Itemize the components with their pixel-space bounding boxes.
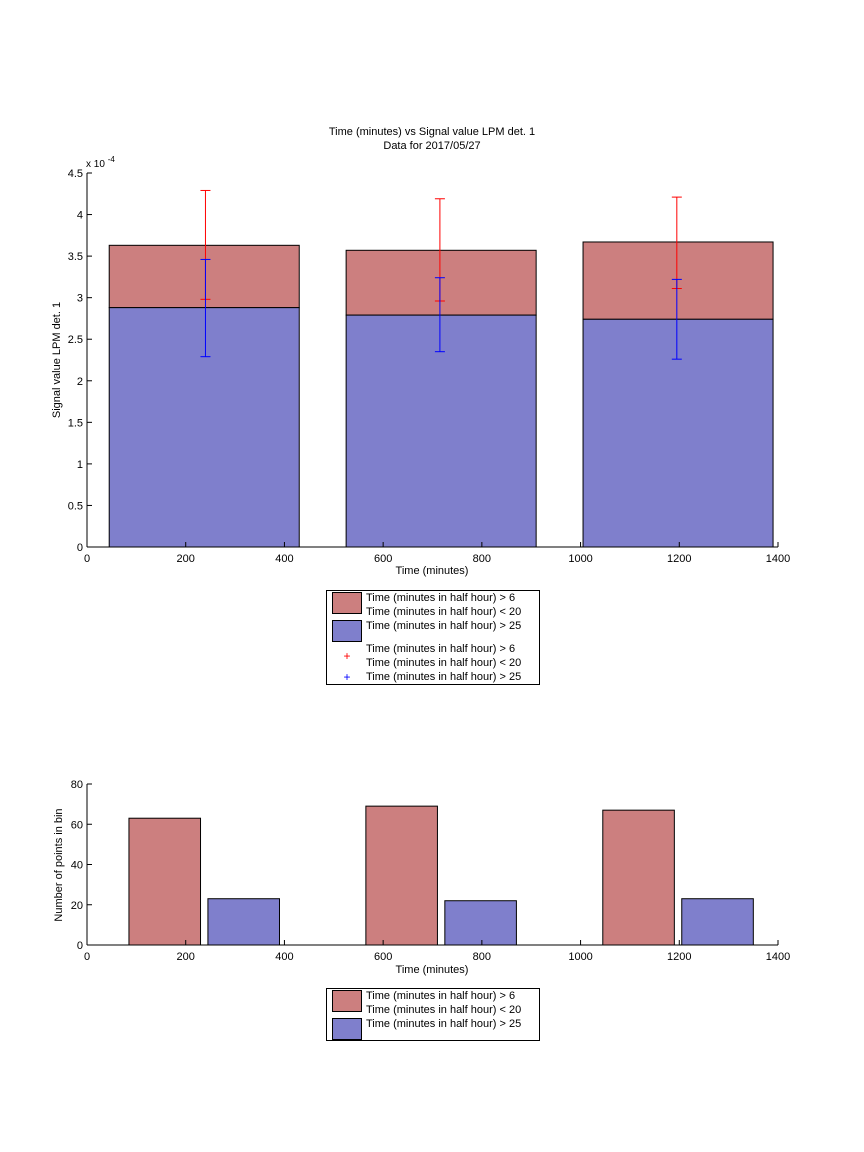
top-chart-title: Time (minutes) vs Signal value LPM det. … bbox=[329, 126, 535, 138]
top-legend-entry: + Time (minutes in half hour) > 6 Time (mi… bbox=[327, 642, 539, 670]
top-legend-swatch bbox=[332, 620, 362, 642]
bottom-legend-label-line: Time (minutes in half hour) < 20 bbox=[366, 1004, 522, 1016]
top-legend-label-line: Time (minutes in half hour) > 25 bbox=[366, 620, 522, 632]
top-y-tick-label: 3 bbox=[77, 293, 83, 305]
top-y-tick-label: 2.5 bbox=[68, 334, 83, 346]
top-legend-entry: Time (minutes in half hour) > 25 bbox=[327, 619, 539, 642]
top-x-tick-label: 800 bbox=[473, 553, 491, 565]
top-legend-label-line: Time (minutes in half hour) > 6 bbox=[366, 643, 516, 655]
top-y-tick-label: 1.5 bbox=[68, 417, 83, 429]
top-y-tick-label: 0.5 bbox=[68, 500, 83, 512]
bottom-x-tick-label: 800 bbox=[473, 951, 491, 963]
bottom-legend-swatch bbox=[332, 990, 362, 1012]
bottom-bar-blue bbox=[444, 900, 517, 946]
bottom-x-tick-label: 1400 bbox=[766, 951, 790, 963]
top-legend-label: Time (minutes in half hour) > 25 bbox=[366, 670, 525, 684]
bottom-legend-entry: Time (minutes in half hour) > 6 Time (min… bbox=[327, 989, 539, 1017]
bottom-x-tick-label: 1200 bbox=[667, 951, 691, 963]
top-bar-blue-segment bbox=[345, 314, 537, 548]
top-legend-swatch bbox=[332, 592, 362, 614]
bottom-legend-label: Time (minutes in half hour) > 6 Time (min… bbox=[366, 989, 525, 1017]
top-y-tick-label: 0 bbox=[77, 542, 83, 554]
bottom-bar-red bbox=[602, 809, 675, 946]
top-legend-label-line: Time (minutes in half hour) > 25 bbox=[366, 671, 522, 683]
bottom-y-tick-label: 40 bbox=[71, 860, 83, 872]
bottom-x-tick-label: 0 bbox=[84, 951, 90, 963]
top-chart-exponent-power: -4 bbox=[108, 155, 116, 164]
top-chart-legend: Time (minutes in half hour) > 6 Time (min… bbox=[326, 590, 540, 685]
bottom-y-tick-label: 20 bbox=[71, 900, 83, 912]
top-x-tick-label: 600 bbox=[374, 553, 392, 565]
bottom-chart-xlabel: Time (minutes) bbox=[396, 964, 469, 976]
bottom-bar-red bbox=[128, 817, 202, 946]
top-x-tick-label: 1400 bbox=[766, 553, 790, 565]
bottom-x-tick-label: 600 bbox=[374, 951, 392, 963]
bottom-legend-entry: Time (minutes in half hour) > 25 bbox=[327, 1017, 539, 1040]
top-chart-exponent-label: x 10 -4 bbox=[86, 155, 115, 170]
top-legend-label: Time (minutes in half hour) > 6 Time (min… bbox=[366, 642, 525, 670]
bottom-bar-red bbox=[365, 805, 438, 946]
bottom-x-tick-label: 400 bbox=[275, 951, 293, 963]
top-legend-label-line: Time (minutes in half hour) > 6 bbox=[366, 592, 516, 604]
bottom-bar-blue bbox=[681, 898, 754, 946]
top-chart-ylabel: Signal value LPM det. 1 bbox=[51, 302, 63, 418]
top-legend-label-line: Time (minutes in half hour) < 20 bbox=[366, 657, 522, 669]
bottom-legend-label-line: Time (minutes in half hour) > 6 bbox=[366, 990, 516, 1002]
top-bar-blue-segment bbox=[108, 307, 300, 548]
bottom-bar-blue bbox=[207, 898, 280, 946]
top-bar-red-segment bbox=[582, 241, 774, 320]
top-y-tick-label: 3.5 bbox=[68, 251, 83, 263]
top-legend-label-line: Time (minutes in half hour) < 20 bbox=[366, 606, 522, 618]
top-legend-entry: + Time (minutes in half hour) > 25 bbox=[327, 670, 539, 684]
bottom-x-tick-label: 200 bbox=[177, 951, 195, 963]
top-y-tick-label: 1 bbox=[77, 459, 83, 471]
top-x-tick-label: 200 bbox=[177, 553, 195, 565]
top-y-tick-label: 4 bbox=[77, 210, 83, 222]
bottom-chart-legend: Time (minutes in half hour) > 6 Time (min… bbox=[326, 988, 540, 1041]
bottom-legend-swatch bbox=[332, 1018, 362, 1040]
top-legend-marker: + bbox=[343, 649, 351, 663]
top-plot-area: 0 200 400 600 800 1000 1200 1400 0 0.5 1 1.5 2 2.5 3 3.… bbox=[68, 168, 791, 565]
bottom-chart-ylabel: Number of points in bin bbox=[53, 808, 65, 921]
top-legend-label: Time (minutes in half hour) > 6 Time (min… bbox=[366, 591, 525, 619]
bottom-y-tick-label: 80 bbox=[71, 779, 83, 791]
top-bar-red-segment bbox=[108, 244, 300, 309]
bottom-legend-label-line: Time (minutes in half hour) > 25 bbox=[366, 1018, 522, 1030]
bottom-y-tick-label: 60 bbox=[71, 819, 83, 831]
top-x-tick-label: 1000 bbox=[568, 553, 592, 565]
bottom-x-tick-label: 1000 bbox=[568, 951, 592, 963]
top-legend-marker: + bbox=[343, 670, 351, 684]
top-x-tick-label: 1200 bbox=[667, 553, 691, 565]
top-x-tick-label: 400 bbox=[275, 553, 293, 565]
top-bar-red-segment bbox=[345, 249, 537, 316]
bottom-y-tick-label: 0 bbox=[77, 940, 83, 952]
top-bar-blue-segment bbox=[582, 318, 774, 548]
top-x-tick-label: 0 bbox=[84, 553, 90, 565]
bottom-legend-label: Time (minutes in half hour) > 25 bbox=[366, 1017, 525, 1031]
top-legend-label: Time (minutes in half hour) > 25 bbox=[366, 619, 525, 633]
top-chart-subtitle: Data for 2017/05/27 bbox=[383, 140, 480, 152]
top-y-tick-label: 2 bbox=[77, 376, 83, 388]
bottom-plot-area: 0 200 400 600 800 1000 1200 1400 0 20 40 60 80 bbox=[71, 779, 790, 963]
top-chart-exponent-base: x 10 bbox=[86, 159, 105, 170]
top-chart-xlabel: Time (minutes) bbox=[396, 565, 469, 577]
top-y-tick-label: 4.5 bbox=[68, 168, 83, 180]
top-legend-entry: Time (minutes in half hour) > 6 Time (min… bbox=[327, 591, 539, 619]
